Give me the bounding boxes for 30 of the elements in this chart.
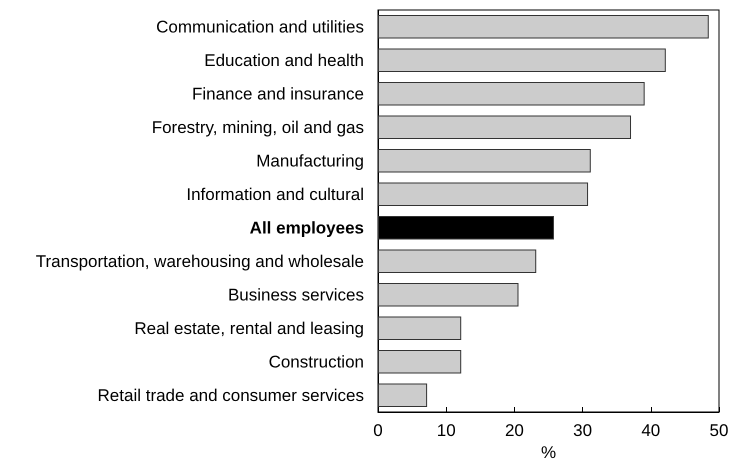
bar — [378, 283, 518, 306]
x-tick-label: 40 — [641, 421, 660, 440]
x-tick-label: 0 — [373, 421, 383, 440]
y-tick-label: Business services — [228, 285, 364, 304]
y-tick-label: Transportation, warehousing and wholesale — [36, 252, 364, 271]
bar — [378, 384, 428, 407]
x-tick-label: 10 — [436, 421, 456, 440]
y-tick-label: Retail trade and consumer services — [98, 386, 364, 405]
x-tick-label: 30 — [573, 421, 592, 440]
x-axis-title: % — [540, 442, 556, 462]
bar — [378, 82, 645, 106]
y-tick-label: Manufacturing — [256, 151, 364, 170]
bar — [378, 15, 709, 38]
y-tick-label: Education and health — [204, 50, 364, 70]
bar — [378, 182, 588, 206]
y-tick-label: Communication and utilities — [156, 17, 364, 36]
bar — [378, 250, 536, 273]
y-tick-label: Finance and insurance — [192, 84, 364, 104]
y-tick-label: Construction — [268, 352, 364, 372]
x-tick-label: 50 — [710, 421, 728, 440]
x-tick-label: 20 — [504, 421, 524, 440]
bar — [378, 350, 462, 374]
y-tick-label: Information and cultural — [186, 184, 364, 204]
y-tick-label: Forestry, mining, oil and gas — [152, 118, 364, 137]
bar — [378, 48, 666, 72]
bar — [378, 149, 591, 172]
y-tick-label: All employees — [250, 218, 364, 238]
y-tick-label: Real estate, rental and leasing — [134, 318, 364, 338]
bar — [378, 316, 462, 340]
bar — [378, 116, 632, 139]
